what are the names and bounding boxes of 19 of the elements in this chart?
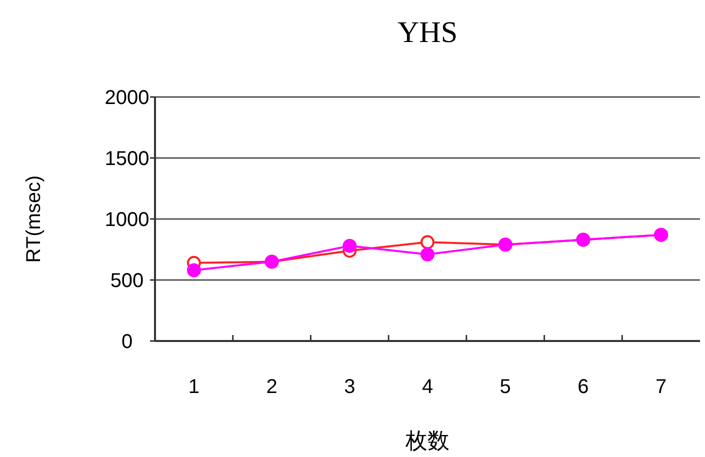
y-tick-label: 0 [121, 331, 133, 353]
x-tick-label: 4 [422, 376, 434, 398]
x-tick-label: 6 [578, 376, 589, 398]
chart-title: YHS [397, 16, 458, 49]
x-tick-label: 5 [500, 376, 511, 398]
point [420, 235, 434, 250]
point [342, 238, 357, 253]
point [420, 247, 434, 262]
y-tick-label: 1500 [104, 148, 150, 170]
y-tick-label: 1000 [104, 209, 150, 231]
point [186, 263, 201, 278]
y-tick-label: 2000 [104, 87, 150, 109]
x-tick-label: 3 [344, 376, 356, 398]
x-tick-label: 2 [266, 376, 278, 398]
x-tick-label: 1 [188, 376, 200, 398]
x-axis-title: 枚数 [404, 428, 450, 453]
y-tick-label: 500 [110, 270, 144, 292]
y-axis-title: RT(msec) [23, 175, 45, 263]
x-tick-label: 7 [656, 376, 667, 398]
